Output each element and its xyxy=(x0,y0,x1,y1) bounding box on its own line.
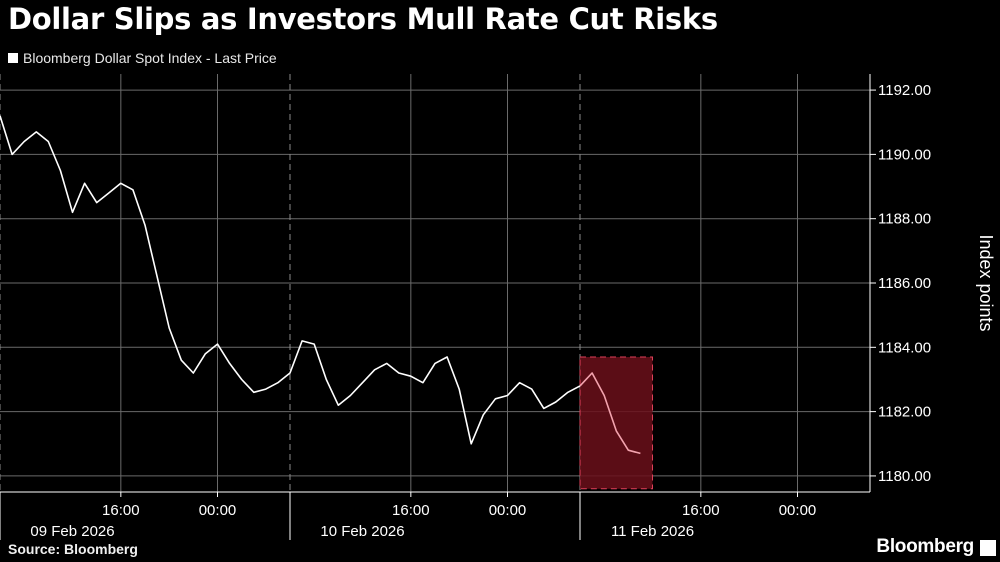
x-tick-label: 00:00 xyxy=(489,502,527,519)
x-tick-label: 16:00 xyxy=(102,502,140,519)
x-tick-label: 00:00 xyxy=(199,502,237,519)
brand-mark-icon xyxy=(980,540,996,556)
y-tick-label: 1192.00 xyxy=(878,82,931,99)
y-tick-label: 1186.00 xyxy=(878,275,931,292)
series-line xyxy=(0,115,581,445)
y-tick-label: 1190.00 xyxy=(878,146,931,163)
y-tick-label: 1182.00 xyxy=(878,404,931,421)
highlight-box xyxy=(579,356,653,490)
y-tick-label: 1184.00 xyxy=(878,339,931,356)
day-label: 11 Feb 2026 xyxy=(611,523,694,540)
legend: Bloomberg Dollar Spot Index - Last Price xyxy=(8,50,277,66)
series-line-highlight xyxy=(579,372,641,455)
day-label: 09 Feb 2026 xyxy=(30,523,114,540)
legend-swatch xyxy=(8,53,18,63)
x-tick-label: 00:00 xyxy=(779,502,817,519)
y-axis-label: Index points xyxy=(976,234,996,331)
y-tick-label: 1180.00 xyxy=(878,468,931,485)
x-tick-label: 16:00 xyxy=(682,502,720,519)
y-tick-label: 1188.00 xyxy=(878,211,931,228)
source-label: Source: Bloomberg xyxy=(8,541,138,557)
x-tick-label: 16:00 xyxy=(392,502,430,519)
legend-label: Bloomberg Dollar Spot Index - Last Price xyxy=(23,50,277,66)
brand-logo: Bloomberg xyxy=(876,536,974,557)
chart-title: Dollar Slips as Investors Mull Rate Cut … xyxy=(8,2,718,36)
day-label: 10 Feb 2026 xyxy=(320,523,404,540)
